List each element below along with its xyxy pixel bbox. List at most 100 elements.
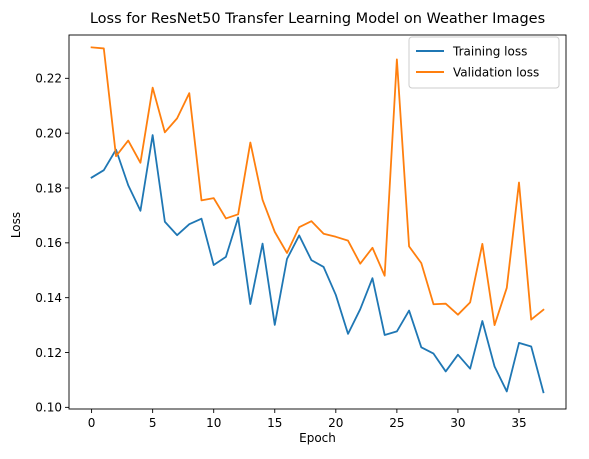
validation-loss-point xyxy=(261,199,263,201)
training-loss-point xyxy=(322,266,324,268)
validation-loss-point xyxy=(90,46,92,48)
validation-loss-point xyxy=(310,220,312,222)
y-tick-label: 0.18 xyxy=(35,181,62,195)
training-loss-point xyxy=(518,342,520,344)
training-loss-point xyxy=(493,365,495,367)
validation-loss-point xyxy=(432,303,434,305)
training-loss-point xyxy=(530,345,532,347)
validation-loss-point xyxy=(286,252,288,254)
training-loss-point xyxy=(506,390,508,392)
chart-title: Loss for ResNet50 Transfer Learning Mode… xyxy=(90,11,545,27)
validation-loss-point xyxy=(127,139,129,141)
training-loss-point xyxy=(176,234,178,236)
validation-loss-point xyxy=(530,318,532,320)
chart-legend: Training loss Validation loss xyxy=(408,36,560,89)
validation-loss-point xyxy=(371,247,373,249)
validation-loss-point xyxy=(506,287,508,289)
validation-loss-point xyxy=(335,236,337,238)
x-tick-label: 20 xyxy=(328,416,343,430)
training-loss-point xyxy=(237,216,239,218)
x-tick-label: 5 xyxy=(149,416,157,430)
validation-loss-point xyxy=(408,245,410,247)
validation-loss-point xyxy=(457,313,459,315)
training-loss-point xyxy=(347,333,349,335)
training-loss-point xyxy=(213,264,215,266)
axes-frame xyxy=(68,34,567,410)
training-loss-point xyxy=(249,303,251,305)
validation-loss-point xyxy=(493,324,495,326)
training-loss-point xyxy=(542,391,544,393)
x-axis: 0 5 10 15 20 25 30 35 xyxy=(88,409,527,430)
y-tick-label: 0.10 xyxy=(35,401,62,415)
training-loss-point xyxy=(127,184,129,186)
validation-loss-point xyxy=(151,86,153,88)
training-loss-point xyxy=(188,223,190,225)
training-loss-point xyxy=(335,294,337,296)
validation-loss-point xyxy=(322,233,324,235)
training-loss-point xyxy=(445,370,447,372)
y-tick-label: 0.22 xyxy=(35,72,62,86)
validation-loss-point xyxy=(200,199,202,201)
training-loss-point xyxy=(371,277,373,279)
validation-loss-point xyxy=(445,303,447,305)
validation-loss-point xyxy=(176,117,178,119)
x-tick-label: 30 xyxy=(450,416,465,430)
validation-loss-point xyxy=(115,155,117,157)
training-loss-point xyxy=(164,221,166,223)
validation-loss-point xyxy=(359,262,361,264)
training-loss-point xyxy=(420,346,422,348)
validation-loss-point xyxy=(469,301,471,303)
validation-loss-point xyxy=(274,231,276,233)
training-loss-point xyxy=(396,330,398,332)
training-loss-point xyxy=(481,320,483,322)
validation-loss-point xyxy=(213,197,215,199)
legend-box xyxy=(408,36,560,89)
legend-label-validation-loss: Validation loss xyxy=(453,66,539,80)
validation-loss-point xyxy=(298,226,300,228)
training-loss-point xyxy=(310,259,312,261)
training-loss-point xyxy=(103,169,105,171)
validation-loss-point xyxy=(139,162,141,164)
x-axis-label: Epoch xyxy=(299,431,336,445)
validation-loss-point xyxy=(225,217,227,219)
validation-loss-point xyxy=(396,58,398,60)
legend-label-training-loss: Training loss xyxy=(452,45,527,59)
training-loss-point xyxy=(383,334,385,336)
y-axis-label: Loss xyxy=(9,212,23,238)
training-loss-point xyxy=(90,176,92,178)
validation-loss-point xyxy=(188,92,190,94)
training-loss-point xyxy=(469,367,471,369)
plot-area xyxy=(68,34,567,410)
validation-loss-point xyxy=(383,275,385,277)
y-axis: 0.10 0.12 0.14 0.16 0.18 0.20 0.22 xyxy=(35,72,69,415)
series-line-training-loss xyxy=(90,134,545,394)
series-line-validation-loss xyxy=(90,46,545,327)
validation-loss-point xyxy=(481,243,483,245)
training-loss-point xyxy=(286,258,288,260)
y-tick-label: 0.12 xyxy=(35,346,62,360)
training-loss-point xyxy=(359,308,361,310)
training-loss-point xyxy=(274,324,276,326)
series-layer xyxy=(90,46,545,394)
validation-loss-point xyxy=(164,131,166,133)
x-tick-label: 25 xyxy=(389,416,404,430)
y-tick-label: 0.20 xyxy=(35,126,62,140)
validation-loss-point xyxy=(347,239,349,241)
training-loss-point xyxy=(408,309,410,311)
y-tick-label: 0.14 xyxy=(35,291,62,305)
x-tick-label: 15 xyxy=(267,416,282,430)
validation-loss-point xyxy=(542,309,544,311)
x-tick-label: 35 xyxy=(511,416,526,430)
x-tick-label: 10 xyxy=(206,416,221,430)
x-tick-label: 0 xyxy=(88,416,96,430)
training-loss-point xyxy=(432,352,434,354)
training-loss-point xyxy=(151,134,153,136)
validation-loss-point xyxy=(249,141,251,143)
training-loss-point xyxy=(225,256,227,258)
validation-loss-point xyxy=(237,213,239,215)
validation-loss-point xyxy=(518,181,520,183)
training-loss-point xyxy=(457,354,459,356)
validation-loss-point xyxy=(103,47,105,49)
